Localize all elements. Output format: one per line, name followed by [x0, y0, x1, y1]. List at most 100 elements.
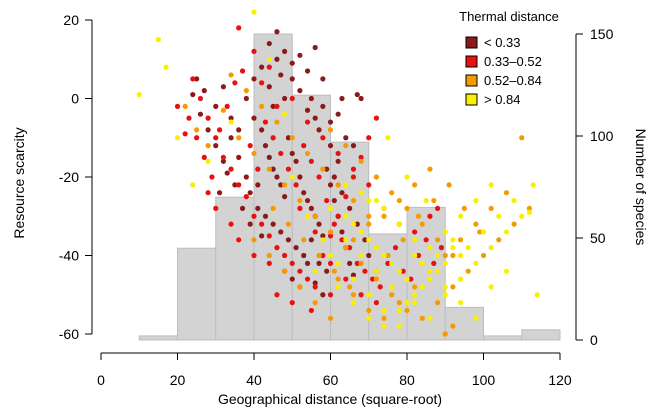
scatter-point — [297, 88, 303, 94]
scatter-point — [385, 135, 391, 141]
scatter-point — [381, 315, 387, 321]
scatter-point — [327, 205, 334, 211]
scatter-point — [182, 103, 188, 109]
scatter-point — [308, 205, 314, 211]
scatter-point — [259, 127, 265, 133]
scatter-point — [354, 260, 360, 266]
histogram-bar — [291, 94, 331, 341]
scatter-point — [194, 127, 200, 133]
scatter-point — [297, 205, 303, 211]
scatter-point — [442, 292, 448, 298]
scatter-point — [282, 48, 288, 55]
scatter-point — [213, 135, 219, 141]
scatter-point — [251, 115, 257, 121]
scatter-point — [423, 197, 429, 204]
scatter-point — [354, 221, 360, 227]
scatter-point — [274, 119, 280, 125]
scatter-point — [385, 252, 391, 259]
scatter-point — [503, 229, 510, 235]
legend-swatch — [465, 36, 478, 49]
scatter-point — [259, 103, 265, 109]
scatter-point — [236, 154, 242, 160]
scatter-point — [312, 115, 318, 121]
y2-axis-label: Number of species — [633, 129, 649, 246]
scatter-point — [412, 182, 418, 188]
scatter-point — [243, 95, 249, 102]
scatter-point — [270, 135, 276, 141]
scatter-point — [201, 88, 207, 94]
scatter-point — [220, 84, 226, 90]
scatter-point — [251, 213, 257, 219]
scatter-point — [496, 213, 502, 219]
scatter-point — [350, 174, 357, 180]
scatter-point — [396, 300, 402, 306]
scatter-point — [381, 252, 387, 259]
scatter-point — [278, 72, 284, 78]
scatter-point — [232, 80, 238, 86]
scatter-point — [335, 260, 341, 266]
scatter-point — [255, 182, 261, 188]
scatter-point — [473, 221, 479, 227]
scatter-point — [301, 252, 307, 259]
histogram-bar — [177, 247, 217, 341]
scatter-point — [327, 233, 334, 239]
scatter-point — [419, 260, 425, 266]
scatter-point — [331, 197, 337, 204]
scatter-point — [350, 143, 357, 149]
scatter-point — [190, 76, 196, 82]
scatter-point — [236, 237, 242, 243]
y2-tick-label: 150 — [590, 26, 614, 42]
scatter-point — [197, 111, 204, 117]
scatter-point — [511, 197, 517, 204]
scatter-point — [381, 205, 387, 211]
scatter-point — [488, 284, 494, 290]
scatter-point — [304, 197, 311, 204]
scatter-point — [274, 245, 280, 251]
histogram-bar — [406, 206, 446, 341]
scatter-point — [224, 170, 230, 176]
scatter-point — [316, 252, 322, 259]
scatter-point — [251, 237, 257, 243]
scatter-point — [155, 37, 161, 43]
scatter-point — [251, 9, 257, 15]
scatter-point — [427, 245, 433, 251]
scatter-point — [431, 260, 437, 266]
scatter-point — [136, 91, 142, 98]
scatter-point — [190, 182, 196, 188]
scatter-point — [347, 245, 353, 251]
y-tick-label: -60 — [59, 326, 79, 342]
scatter-point — [389, 284, 395, 290]
scatter-point — [358, 154, 364, 160]
scatter-point — [339, 229, 345, 235]
scatter-point — [381, 307, 387, 314]
scatter-point — [236, 182, 242, 188]
scatter-point — [435, 268, 441, 274]
scatter-point — [197, 95, 204, 102]
scatter-point — [274, 56, 280, 62]
y2-tick-label: 50 — [590, 230, 606, 246]
scatter-point — [381, 213, 387, 219]
scatter-point — [194, 76, 200, 82]
scatter-point — [396, 197, 402, 204]
scatter-point — [213, 205, 219, 211]
scatter-point — [496, 237, 502, 243]
scatter-point — [450, 284, 456, 290]
scatter-point — [216, 127, 223, 133]
scatter-point — [278, 229, 284, 235]
scatter-point — [427, 276, 433, 282]
scatter-point — [503, 190, 510, 196]
scatter-point — [350, 300, 357, 306]
scatter-point — [251, 76, 257, 82]
scatter-point — [312, 284, 318, 290]
scatter-point — [320, 166, 326, 172]
scatter-point — [404, 174, 410, 180]
scatter-point — [262, 119, 269, 125]
scatter-point — [182, 131, 188, 137]
scatter-point — [526, 209, 533, 215]
scatter-point — [450, 323, 456, 329]
scatter-point — [457, 252, 464, 259]
scatter-point — [366, 307, 372, 314]
scatter-point — [228, 135, 234, 141]
scatter-point — [431, 197, 437, 204]
